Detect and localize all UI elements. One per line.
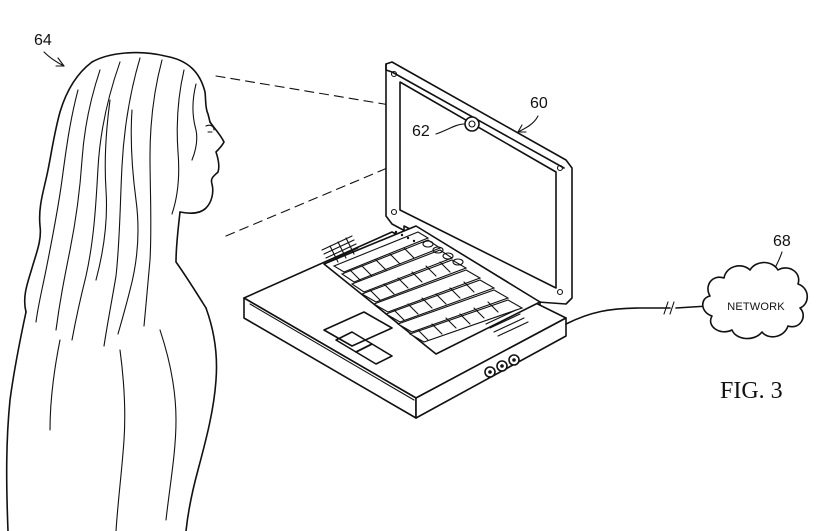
- person-figure: 64: [7, 32, 224, 531]
- leader-68: [776, 252, 782, 266]
- laptop: 60 62: [244, 62, 572, 418]
- label-64: 64: [34, 32, 52, 49]
- camera-lens: [465, 117, 479, 131]
- label-68: 68: [773, 233, 791, 250]
- network-cloud: NETWORK 68: [703, 233, 808, 339]
- network-cable: [566, 302, 708, 324]
- figure-caption: FIG. 3: [720, 378, 783, 404]
- label-62: 62: [412, 123, 430, 140]
- network-text: NETWORK: [727, 301, 785, 313]
- leader-60: [518, 116, 538, 132]
- arrow-64: [44, 52, 64, 66]
- label-60: 60: [530, 95, 548, 112]
